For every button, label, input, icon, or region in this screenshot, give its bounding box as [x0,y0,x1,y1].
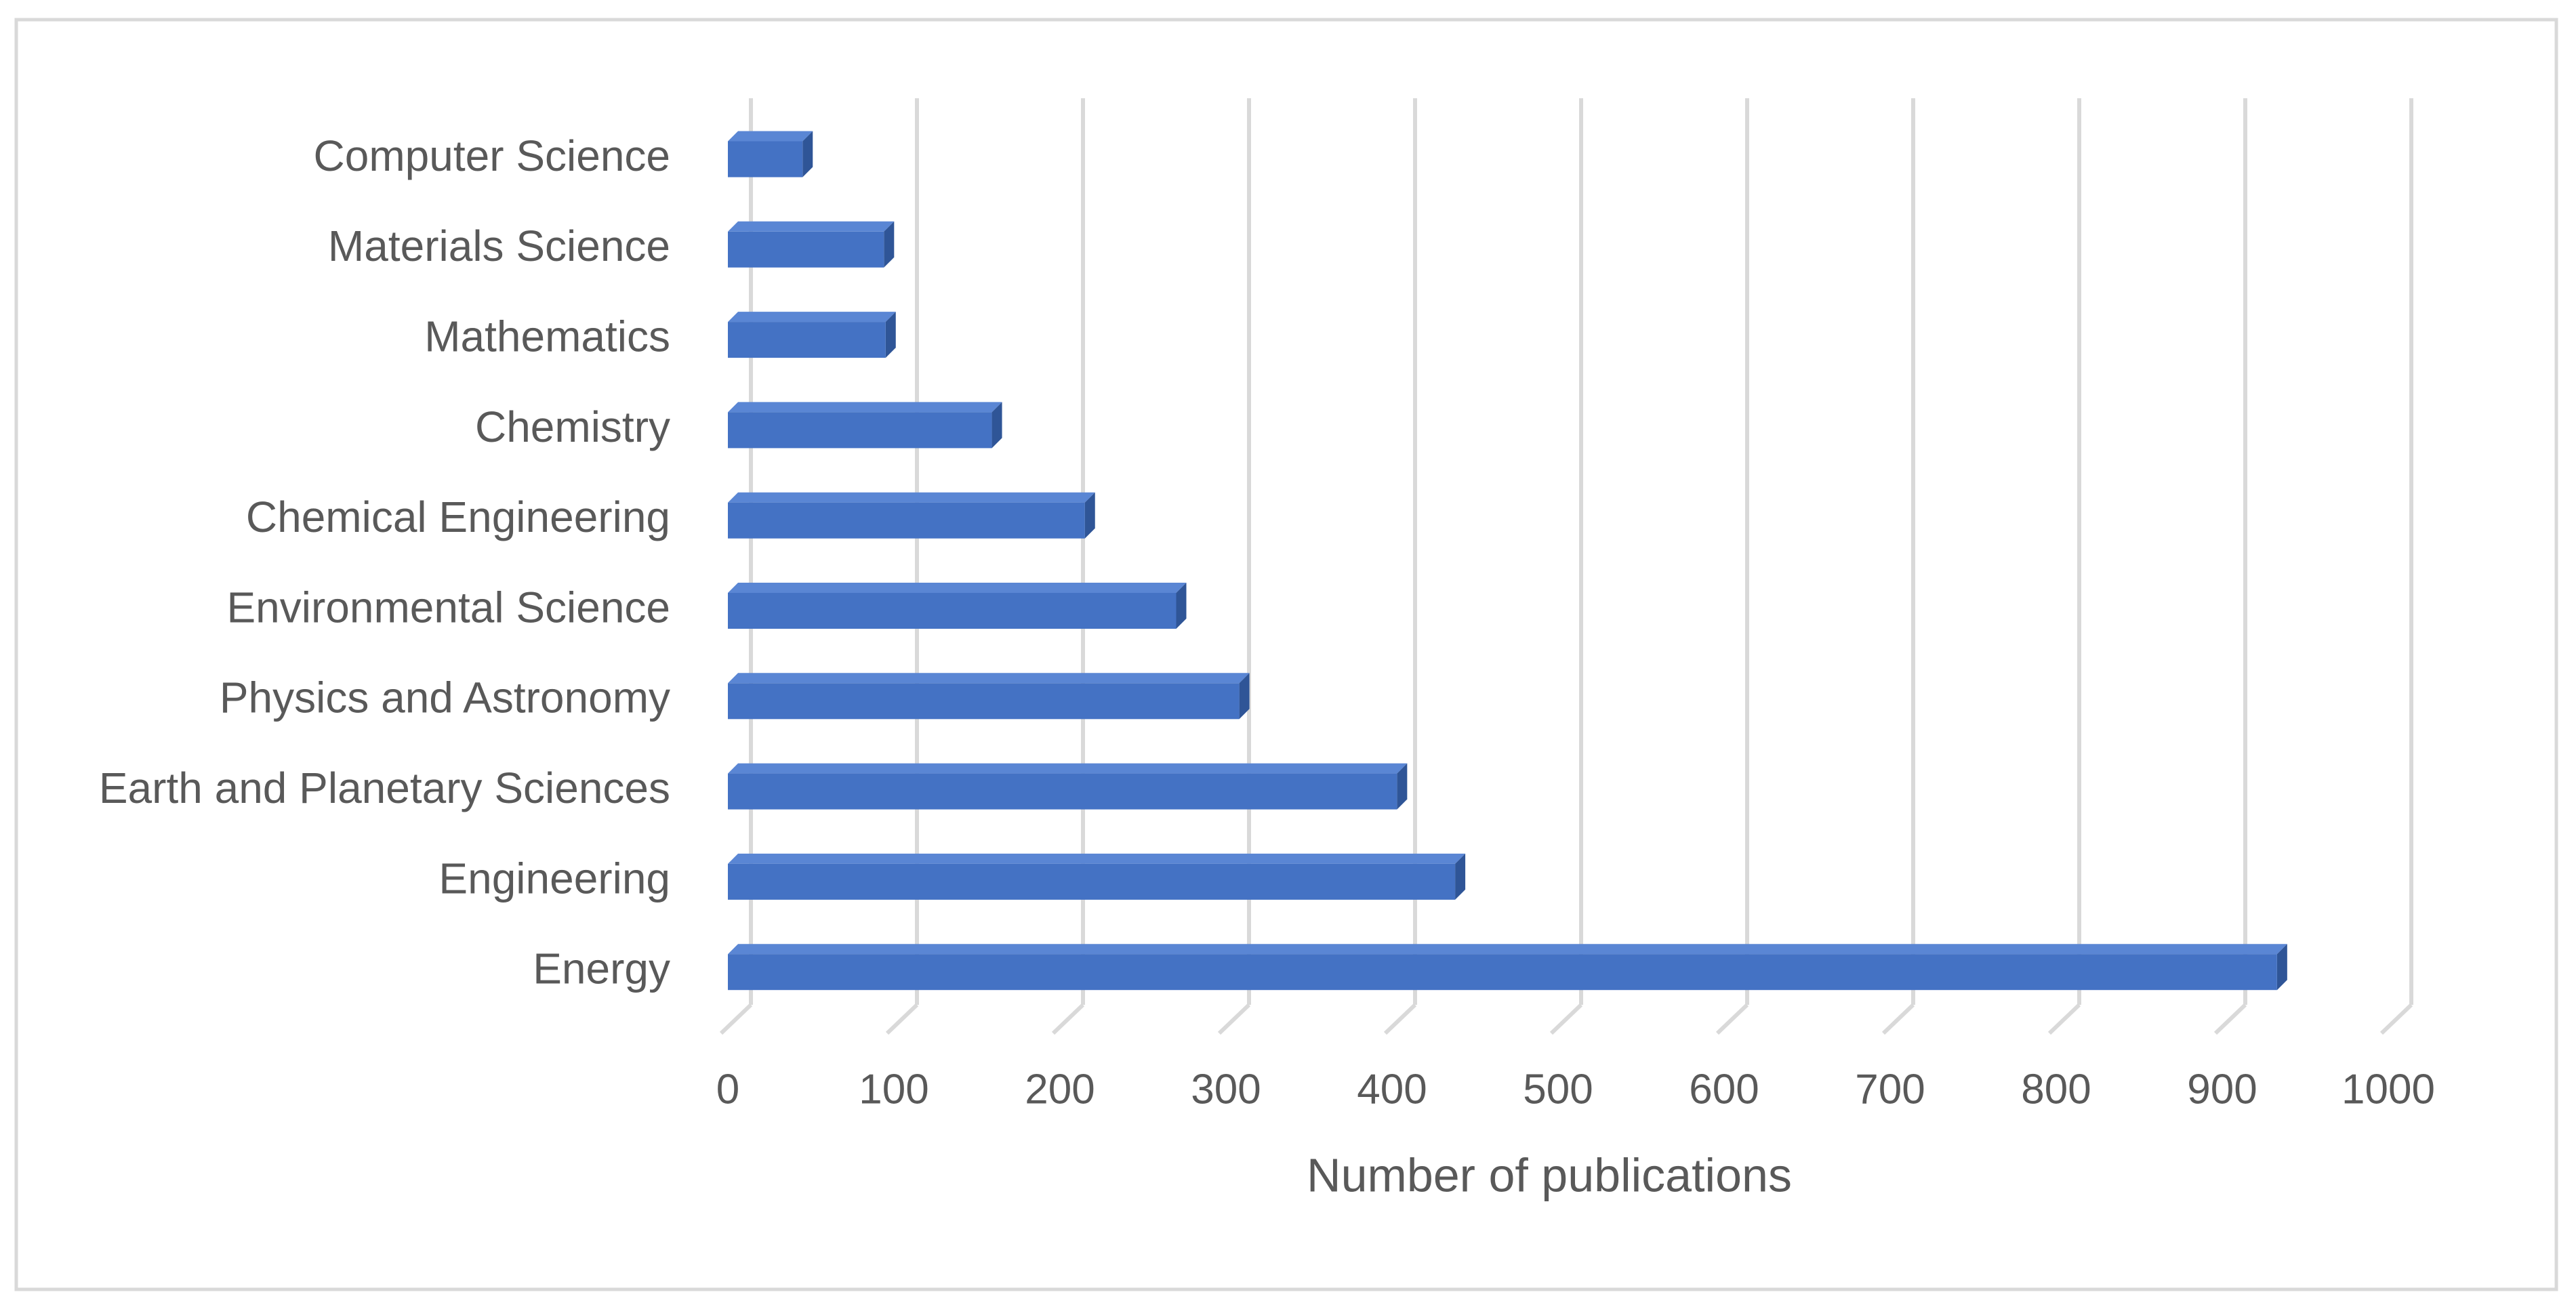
bar [728,502,1085,539]
floor-grid-line [1217,1003,1251,1035]
bar-top [728,221,895,232]
bar [728,593,1177,629]
floor-grid-line [885,1003,919,1035]
y-tick-label: Computer Science [314,131,670,180]
bar [728,231,884,268]
bar-side [2276,944,2287,991]
bar [728,954,2277,991]
x-tick-label: 800 [2021,1066,2091,1113]
bar-side [802,131,813,178]
floor-grid-line [1549,1003,1583,1035]
bar-top [728,131,813,142]
bar [728,412,992,449]
floor-grid-line [1881,1003,1915,1035]
y-tick-label: Materials Science [328,222,670,270]
x-tick-label: 400 [1357,1066,1427,1113]
chart-border [14,18,2558,1291]
bar [728,683,1240,720]
bar-top [728,853,1466,864]
bar-top [728,402,1002,413]
y-tick-label: Chemical Engineering [246,493,670,541]
bar-side [1239,673,1250,720]
bar-top [728,312,896,323]
y-tick-label: Environmental Science [226,583,670,631]
y-tick-label: Energy [533,945,670,993]
y-tick-label: Physics and Astronomy [220,673,670,722]
bar [728,863,1456,900]
y-tick-label: Engineering [438,854,670,903]
x-tick-label: 300 [1191,1066,1261,1113]
floor-grid-line [2213,1003,2247,1035]
floor-grid-line [2379,1003,2413,1035]
bar-top [728,492,1095,503]
floor-grid-line [1383,1003,1417,1035]
x-tick-label: 600 [1689,1066,1759,1113]
bar-top [728,944,2287,955]
bar-side [885,312,896,358]
bar-top [728,673,1250,684]
y-tick-label: Earth and Planetary Sciences [99,764,670,812]
bar [728,322,886,358]
bar [728,141,803,178]
floor-grid-line [1715,1003,1749,1035]
bar-side [884,221,895,268]
bar-top [728,763,1408,774]
floor-grid-line [1051,1003,1085,1035]
bar-side [1176,583,1187,629]
bar-side [1084,492,1095,539]
x-tick-label: 1000 [2342,1066,2435,1113]
bar-side [1397,763,1408,810]
x-tick-label: 200 [1025,1066,1095,1113]
x-tick-label: 100 [859,1066,928,1113]
x-tick-label: 900 [2187,1066,2257,1113]
bar-side [991,402,1002,449]
x-axis-title: Number of publications [1307,1148,1792,1201]
bar-side [1455,853,1466,900]
y-tick-label: Mathematics [424,312,670,361]
x-tick-label: 500 [1523,1066,1593,1113]
floor-grid-line [719,1003,753,1035]
x-tick-label: 0 [716,1066,739,1113]
bar-top [728,583,1187,593]
bar [728,773,1397,810]
x-tick-label: 700 [1855,1066,1925,1113]
y-tick-label: Chemistry [475,402,670,451]
floor-grid-line [2047,1003,2081,1035]
